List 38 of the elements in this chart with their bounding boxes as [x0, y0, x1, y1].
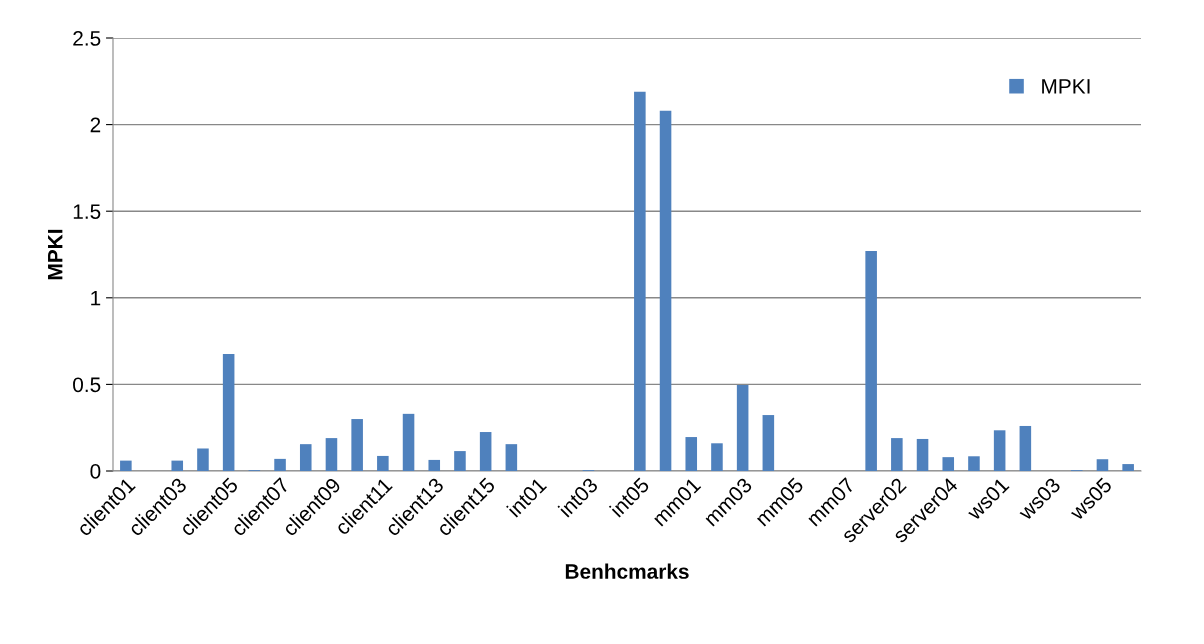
bar	[222, 354, 235, 471]
bar	[197, 448, 209, 471]
bar	[377, 455, 389, 471]
y-tick-label: 1.5	[73, 204, 101, 219]
bar	[993, 430, 1006, 471]
bar	[454, 451, 466, 471]
bar	[891, 438, 903, 471]
bar	[865, 251, 877, 471]
bar	[916, 438, 929, 471]
y-tick-label: 2.5	[73, 31, 101, 46]
bar	[171, 460, 184, 471]
y-tick-label: 0.5	[73, 377, 101, 393]
bar	[402, 413, 415, 471]
bar	[1122, 464, 1134, 471]
bar	[505, 444, 518, 471]
bar	[1096, 459, 1109, 471]
bar	[634, 91, 646, 471]
y-axis-title: MPKI	[48, 229, 63, 280]
bar	[428, 459, 441, 471]
bar	[685, 437, 698, 471]
bar	[942, 457, 955, 471]
legend-label: MPKI	[1042, 79, 1090, 94]
bar	[659, 110, 672, 471]
bar	[479, 432, 492, 471]
x-axis-title: Benhcmarks	[565, 563, 689, 579]
bar	[274, 458, 286, 471]
bar	[736, 384, 749, 471]
bar	[351, 419, 363, 471]
y-tick-label: 2	[90, 117, 101, 133]
bar	[120, 460, 132, 471]
bar	[1019, 425, 1032, 471]
bar	[711, 443, 723, 471]
bar	[325, 438, 338, 471]
bar	[762, 415, 775, 471]
y-tick-label: 1	[91, 291, 101, 306]
bar	[299, 444, 312, 471]
y-tick-label: 0	[90, 464, 101, 479]
bar	[968, 456, 980, 471]
